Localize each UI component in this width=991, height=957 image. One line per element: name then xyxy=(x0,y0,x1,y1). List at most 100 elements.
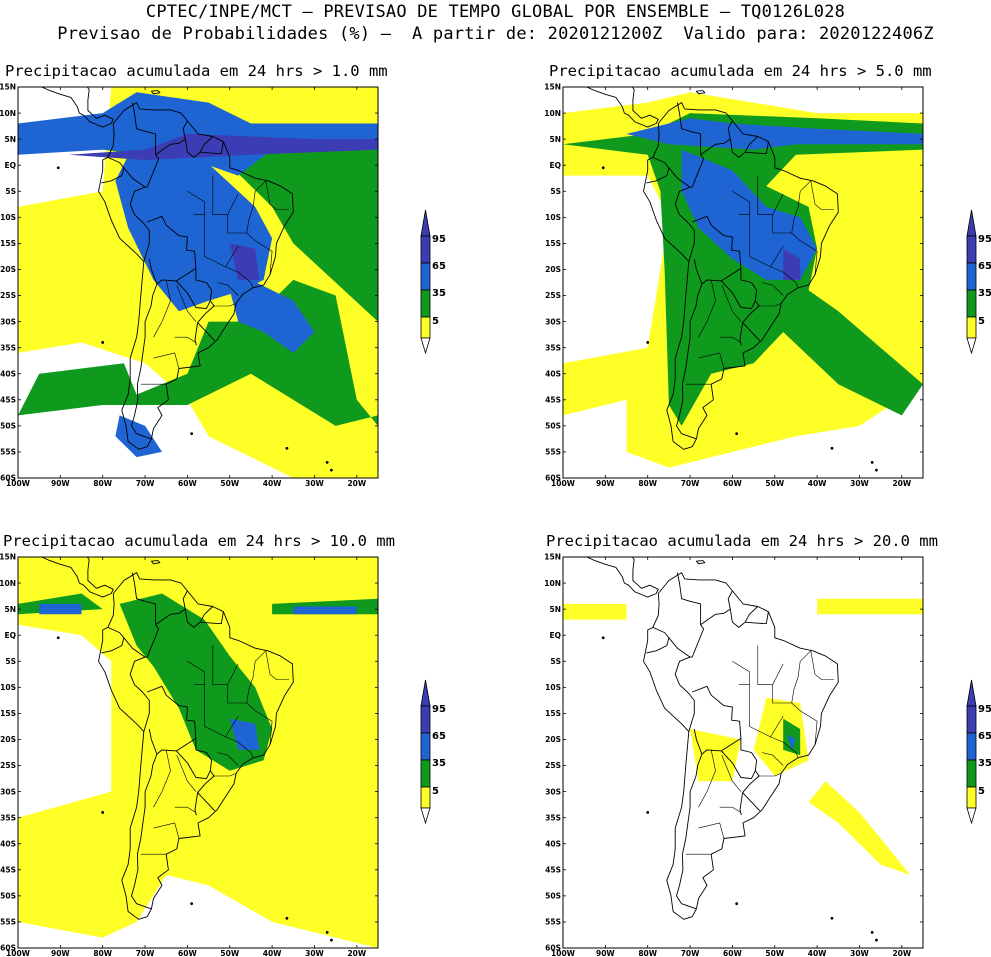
country-border xyxy=(676,102,705,188)
island xyxy=(190,902,194,906)
colorbar-label: 65 xyxy=(978,261,991,272)
lon-label: 50W xyxy=(220,949,239,957)
prob-area-65 xyxy=(229,279,315,353)
lat-label: 25S xyxy=(0,761,16,770)
state-border xyxy=(265,650,290,680)
lon-label: 40W xyxy=(808,479,827,488)
state-border xyxy=(732,191,750,215)
country-border xyxy=(197,770,216,812)
country-border xyxy=(182,590,214,628)
prob-area-5 xyxy=(690,729,741,782)
lon-label: 100W xyxy=(6,479,31,488)
state-border xyxy=(217,282,239,296)
coastline xyxy=(695,90,706,95)
lat-label: 55S xyxy=(0,918,16,927)
lat-label: 5S xyxy=(550,187,561,196)
colorbar-label: 65 xyxy=(432,731,446,742)
lon-label: 80W xyxy=(93,949,112,957)
state-border xyxy=(719,806,742,813)
state-border xyxy=(762,752,784,766)
lat-label: 5N xyxy=(550,605,562,614)
colorbar-label: 5 xyxy=(978,316,985,327)
lon-label: 90W xyxy=(51,479,70,488)
state-border xyxy=(176,754,197,792)
coastline xyxy=(98,102,294,450)
country-border xyxy=(692,215,742,285)
panel-2-map: 15N 10N 5N EQ 5S 10S 15S 20S 25S 30S 35S 40S 45S 50S 5… xyxy=(544,83,924,488)
country-border xyxy=(200,611,224,625)
lon-label: 70W xyxy=(136,949,155,957)
state-border xyxy=(770,736,799,758)
state-border xyxy=(698,822,725,839)
colorbar-bottom-arrow xyxy=(966,337,977,355)
country-border xyxy=(692,685,742,755)
colorbar-segment xyxy=(420,759,431,788)
colorbar-top-arrow xyxy=(966,679,977,707)
state-border xyxy=(217,752,239,766)
state-border xyxy=(791,232,818,275)
lon-label: 70W xyxy=(136,479,155,488)
prob-area-5 xyxy=(808,781,911,875)
country-border xyxy=(197,300,216,342)
map-frame xyxy=(17,556,379,949)
prob-area-5 xyxy=(563,603,627,620)
colorbar-segment xyxy=(420,705,431,734)
country-border xyxy=(700,608,731,626)
country-border xyxy=(727,590,759,628)
coastline xyxy=(563,557,659,598)
colorbar-segment xyxy=(966,262,977,291)
country-border xyxy=(727,120,759,158)
prob-area-35 xyxy=(563,113,923,426)
coastline xyxy=(18,557,114,598)
prob-area-65 xyxy=(39,603,82,615)
lat-label: 40S xyxy=(0,839,16,848)
lon-label: 60W xyxy=(178,479,197,488)
lat-label: 15N xyxy=(544,553,561,562)
lat-label: 20S xyxy=(545,265,561,274)
country-border xyxy=(700,138,731,156)
state-border xyxy=(204,214,239,268)
lat-label: 45S xyxy=(0,396,16,405)
state-border xyxy=(757,645,784,685)
colorbar-segment xyxy=(420,289,431,318)
lon-label: 70W xyxy=(681,949,700,957)
island xyxy=(646,341,650,344)
coastline xyxy=(643,102,839,450)
lat-label: 55S xyxy=(545,448,561,457)
lat-label: 5N xyxy=(5,135,17,144)
prob-area-w xyxy=(563,557,923,948)
lat-label: 50S xyxy=(545,892,561,901)
panel-1-colorbar: 95 65 35 5 xyxy=(420,209,446,355)
state-border xyxy=(757,303,782,307)
state-border xyxy=(153,749,171,808)
country-border xyxy=(101,626,125,654)
lat-label: 30S xyxy=(545,317,561,326)
colorbar-label: 95 xyxy=(432,704,446,715)
coastline xyxy=(150,560,161,565)
island xyxy=(285,446,289,450)
lat-label: 50S xyxy=(0,892,16,901)
state-border xyxy=(749,684,784,738)
lon-label: 30W xyxy=(305,479,324,488)
country-border xyxy=(745,141,769,155)
lon-label: 60W xyxy=(723,949,742,957)
country-border xyxy=(131,283,158,440)
island xyxy=(56,636,60,640)
prob-area-95 xyxy=(783,248,801,280)
panel-3-colorbar: 95 65 35 5 xyxy=(420,679,446,825)
lat-label: 35S xyxy=(0,343,16,352)
lat-label: 30S xyxy=(0,787,16,796)
header-subtitle: Previsao de Probabilidades (%) – A parti… xyxy=(57,24,934,44)
state-border xyxy=(772,214,792,234)
lat-label: 10N xyxy=(544,579,561,588)
lat-label: 30S xyxy=(545,787,561,796)
lon-label: 80W xyxy=(638,479,657,488)
lat-label: 10S xyxy=(0,683,16,692)
state-border xyxy=(770,266,799,288)
lon-label: 80W xyxy=(93,479,112,488)
state-border xyxy=(791,702,818,745)
colorbar-label: 35 xyxy=(978,758,991,769)
lat-label: 40S xyxy=(0,369,16,378)
state-border xyxy=(153,279,171,338)
colorbar-label: 35 xyxy=(432,288,446,299)
